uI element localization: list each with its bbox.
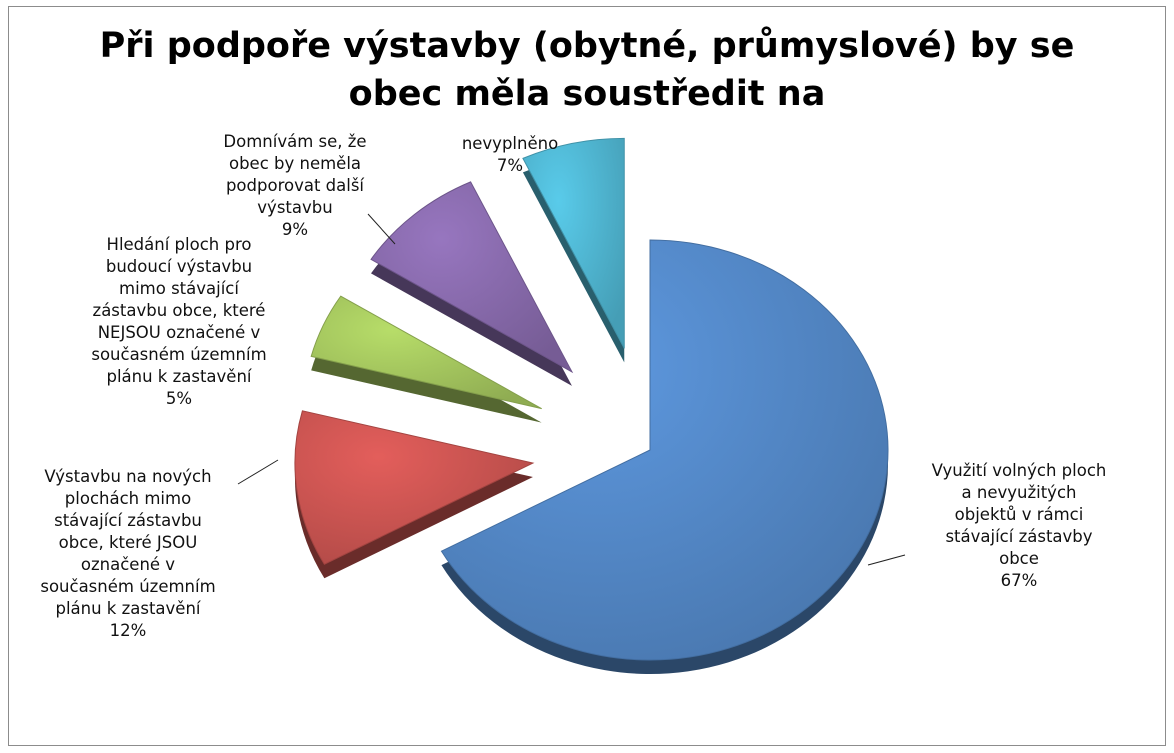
data-label-slice-0: Využití volných ploch a nevyužitých obje… [904,460,1134,592]
pie-slice-face [310,295,542,410]
label-line: plánu k zastavění [106,367,252,386]
label-line: objektů v rámci [954,505,1084,524]
label-line: označené v [80,555,176,574]
label-value: 12% [109,621,147,640]
leader-line [867,554,906,566]
pie-slice-face [522,137,625,349]
data-label-slice-2: Hledání ploch pro budoucí výstavbu mimo … [60,234,298,410]
pie-slice-1 [294,410,535,579]
label-line: zástavbu obce, které [92,301,266,320]
label-value: 67% [1000,571,1038,590]
label-line: obec by neměla [228,154,362,173]
label-line: plánu k zastavění [55,599,201,618]
pie-slice-face [370,181,574,374]
label-line: stávající zástavbu [54,511,202,530]
label-line: Domnívám se, že [223,132,367,151]
label-line: současném územním [40,577,216,596]
label-line: nevyplněno [461,134,559,153]
pie-slice-0 [440,239,889,674]
label-line: současném územním [91,345,267,364]
label-value: 5% [165,389,193,408]
pie-slice-face [294,410,535,565]
label-line: NEJSOU označené v [97,323,261,342]
chart-title-line-2: obec měla soustředit na [348,74,826,114]
label-line: budoucí výstavbu [105,257,253,276]
data-label-slice-4: nevyplněno 7% [430,133,590,177]
label-line: výstavbu [257,198,333,217]
label-line: obce, které JSOU [58,533,198,552]
label-line: mimo stávající [119,279,239,298]
pie-slice-3 [370,181,574,386]
leader-line [367,213,396,245]
chart-title-line-1: Při podpoře výstavby (obytné, průmyslové… [99,26,1075,66]
label-line: Hledání ploch pro [106,235,252,254]
data-label-slice-3: Domnívám se, že obec by neměla podporova… [190,131,400,241]
label-line: Výstavbu na nových [44,467,212,486]
data-label-slice-1: Výstavbu na nových plochách mimo stávají… [6,466,250,642]
label-line: stávající zástavby [945,527,1093,546]
leader-line [237,459,279,485]
label-value: 9% [281,220,309,239]
pie-slice-2 [310,295,542,423]
chart-title: Při podpoře výstavby (obytné, průmyslové… [0,22,1174,118]
label-line: obce [999,549,1039,568]
label-value: 7% [496,156,524,175]
pie-slice-4 [522,137,625,363]
label-line: a nevyužitých [961,483,1077,502]
label-line: Využití volných ploch [931,461,1107,480]
label-line: plochách mimo [64,489,192,508]
label-line: podporovat další [225,176,365,195]
pie-slice-face [440,239,889,661]
